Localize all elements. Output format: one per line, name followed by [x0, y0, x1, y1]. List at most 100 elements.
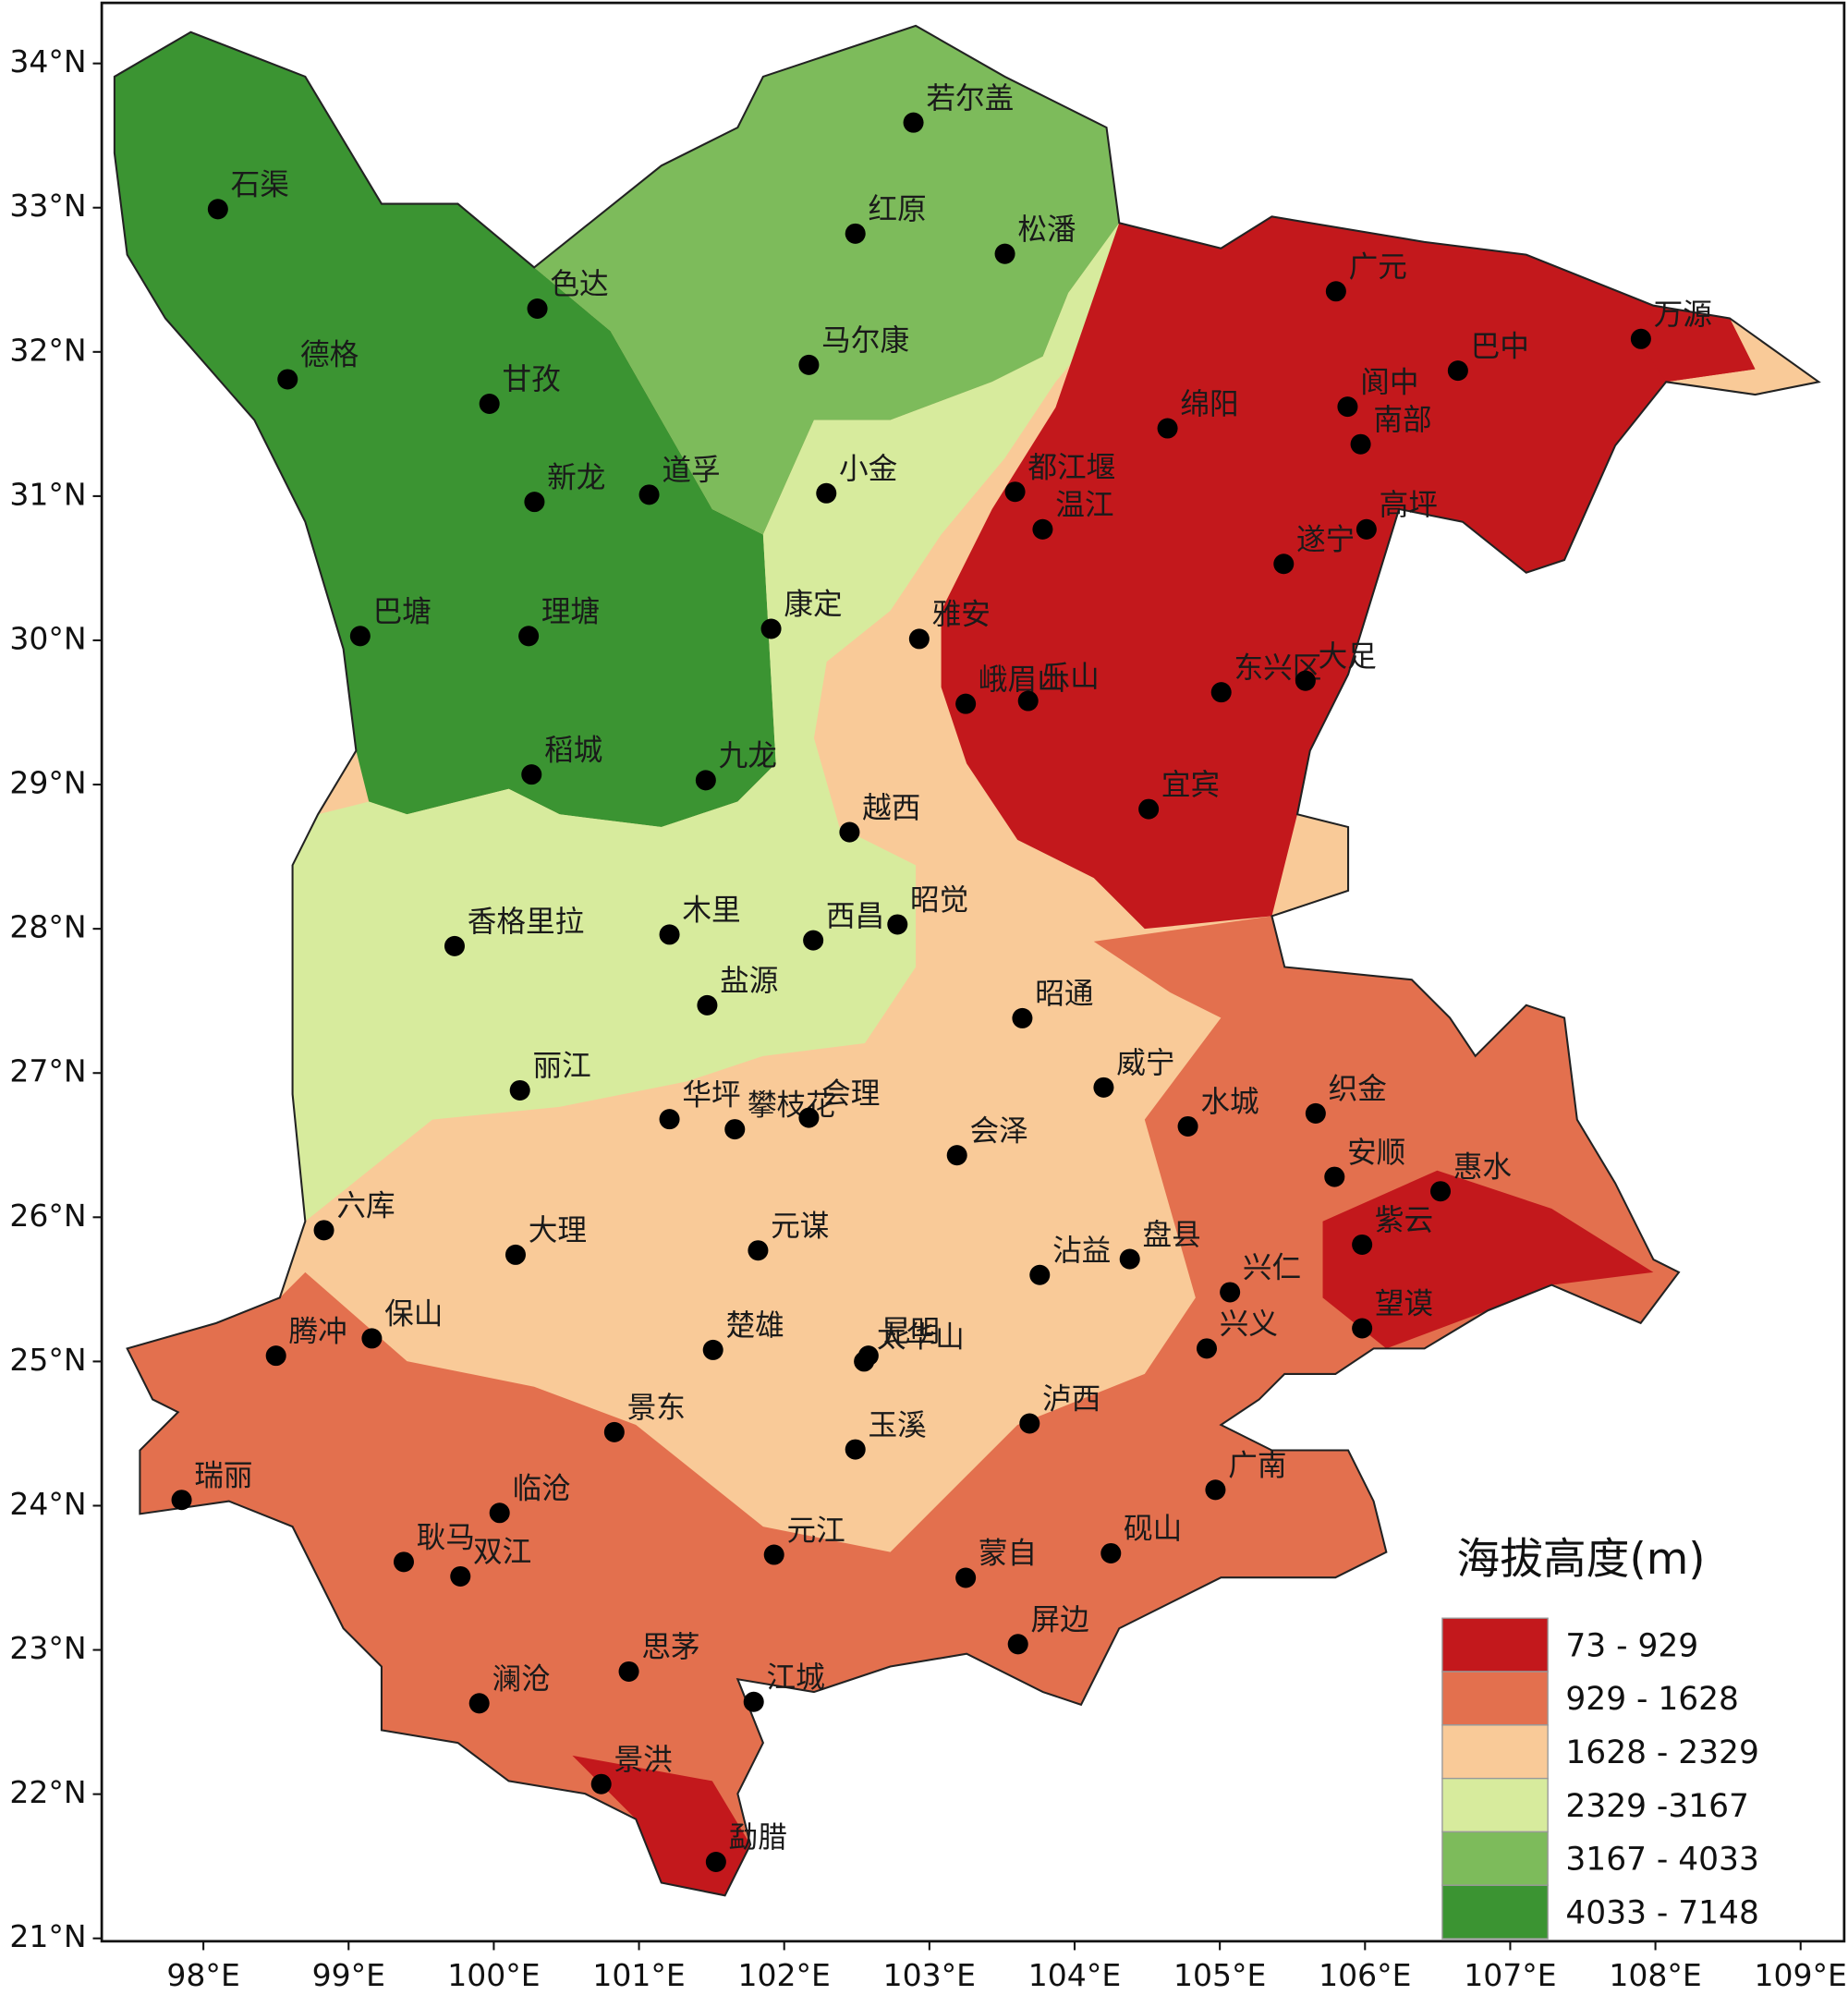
station-dot: [1007, 1634, 1028, 1655]
station-dot: [659, 1109, 680, 1130]
y-tick-label: 22°N: [9, 1774, 86, 1810]
station-label: 勐腊: [729, 1821, 787, 1855]
station-label: 高坪: [1380, 489, 1438, 522]
station-label: 峨眉山: [979, 663, 1066, 697]
station-label: 巴中: [1471, 330, 1529, 363]
legend-swatch: [1441, 1671, 1549, 1726]
station-dot: [1352, 1318, 1373, 1339]
y-tick-label: 33°N: [9, 188, 86, 224]
station-label: 耿马: [417, 1522, 475, 1555]
station-dot: [524, 492, 545, 513]
station-label: 威宁: [1116, 1047, 1174, 1080]
station-label: 江城: [766, 1661, 824, 1695]
station-dot: [946, 1145, 967, 1166]
station-label: 景东: [627, 1392, 686, 1425]
station-label: 瑞丽: [194, 1459, 252, 1492]
station-dot: [638, 484, 660, 505]
station-dot: [760, 618, 782, 639]
x-tick-label: 102°E: [738, 1957, 831, 1993]
station-dot: [1630, 328, 1651, 349]
station-label: 乐山: [1040, 661, 1099, 694]
station-dot: [803, 930, 824, 951]
station-label: 会泽: [969, 1114, 1027, 1148]
station-dot: [845, 1439, 866, 1460]
legend-swatch: [1441, 1724, 1549, 1780]
station-label: 广南: [1228, 1450, 1286, 1483]
station-dot: [1220, 1282, 1241, 1303]
x-tick-label: 107°E: [1464, 1957, 1556, 1993]
station-label: 紫云: [1375, 1204, 1433, 1237]
station-dot: [816, 482, 837, 504]
station-label: 阆中: [1360, 366, 1418, 399]
station-dot: [1012, 1007, 1033, 1028]
station-dot: [1100, 1542, 1122, 1563]
station-label: 香格里拉: [468, 906, 585, 939]
x-tick-label: 98°E: [166, 1957, 239, 1993]
x-tick-label: 105°E: [1173, 1957, 1266, 1993]
station-dot: [1032, 518, 1053, 540]
station-dot: [521, 764, 542, 785]
y-tick-label: 32°N: [9, 332, 86, 368]
terrain: [113, 24, 1821, 1897]
station-label: 双江: [473, 1536, 531, 1569]
station-dot: [748, 1240, 769, 1261]
region-outline: [113, 24, 1821, 1897]
station-dot: [590, 1773, 612, 1794]
station-dot: [444, 935, 465, 956]
elevation-zone: [1322, 1170, 1654, 1349]
station-label: 道孚: [662, 455, 720, 488]
station-label: 盘县: [1142, 1219, 1200, 1252]
station-dot: [1273, 553, 1295, 575]
station-dot: [618, 1660, 639, 1682]
station-label: 越西: [862, 792, 920, 825]
station-label: 澜沧: [492, 1663, 550, 1697]
station-label: 小金: [839, 453, 897, 486]
station-dot: [1119, 1248, 1140, 1270]
station-dot: [908, 628, 930, 650]
station-dot: [697, 994, 718, 1016]
station-label: 水城: [1200, 1086, 1258, 1119]
legend-label: 4033 - 7148: [1565, 1894, 1758, 1931]
station-dot: [1205, 1479, 1226, 1501]
station-dot: [798, 1107, 820, 1128]
station-label: 兴仁: [1243, 1252, 1301, 1285]
station-label: 屏边: [1030, 1604, 1088, 1637]
station-label: 温江: [1055, 489, 1113, 522]
station-dot: [695, 770, 716, 791]
station-dot: [659, 924, 680, 945]
axes: 98°E 99°E 100°E 101°E 102°E 103°E 104°E 105°E 10…: [9, 43, 1847, 1993]
station-label: 六库: [336, 1190, 395, 1223]
station-dot: [1350, 433, 1371, 455]
legend-label: 3167 - 4033: [1565, 1842, 1758, 1879]
station-label: 甘孜: [502, 363, 560, 396]
station-dot: [763, 1544, 784, 1565]
station-dot: [518, 626, 540, 647]
station-dot: [450, 1565, 471, 1587]
station-label: 康定: [784, 589, 842, 622]
x-tick-label: 109°E: [1755, 1957, 1847, 1993]
y-tick-label: 26°N: [9, 1198, 86, 1234]
station-label: 石渠: [231, 169, 289, 202]
station-label: 泸西: [1042, 1383, 1100, 1417]
station-label: 宜宾: [1161, 769, 1220, 802]
station-dot: [603, 1421, 625, 1442]
station-dot: [1017, 690, 1039, 712]
station-dot: [277, 369, 298, 390]
station-label: 西昌: [826, 900, 884, 933]
legend-swatch: [1441, 1777, 1549, 1833]
y-tick-label: 31°N: [9, 476, 86, 512]
y-tick-label: 25°N: [9, 1342, 86, 1378]
station-dot: [505, 1244, 526, 1265]
station-label: 沾益: [1052, 1235, 1111, 1268]
station-label: 昆明: [881, 1315, 940, 1348]
y-tick-label: 28°N: [9, 909, 86, 945]
station-dot: [955, 693, 977, 714]
x-tick-label: 100°E: [447, 1957, 540, 1993]
station-dot: [1356, 518, 1377, 540]
station-label: 景洪: [614, 1744, 672, 1777]
legend-label: 929 - 1628: [1565, 1681, 1739, 1718]
station-dot: [509, 1079, 530, 1101]
station-label: 砚山: [1124, 1513, 1182, 1546]
station-dot: [1093, 1077, 1114, 1098]
